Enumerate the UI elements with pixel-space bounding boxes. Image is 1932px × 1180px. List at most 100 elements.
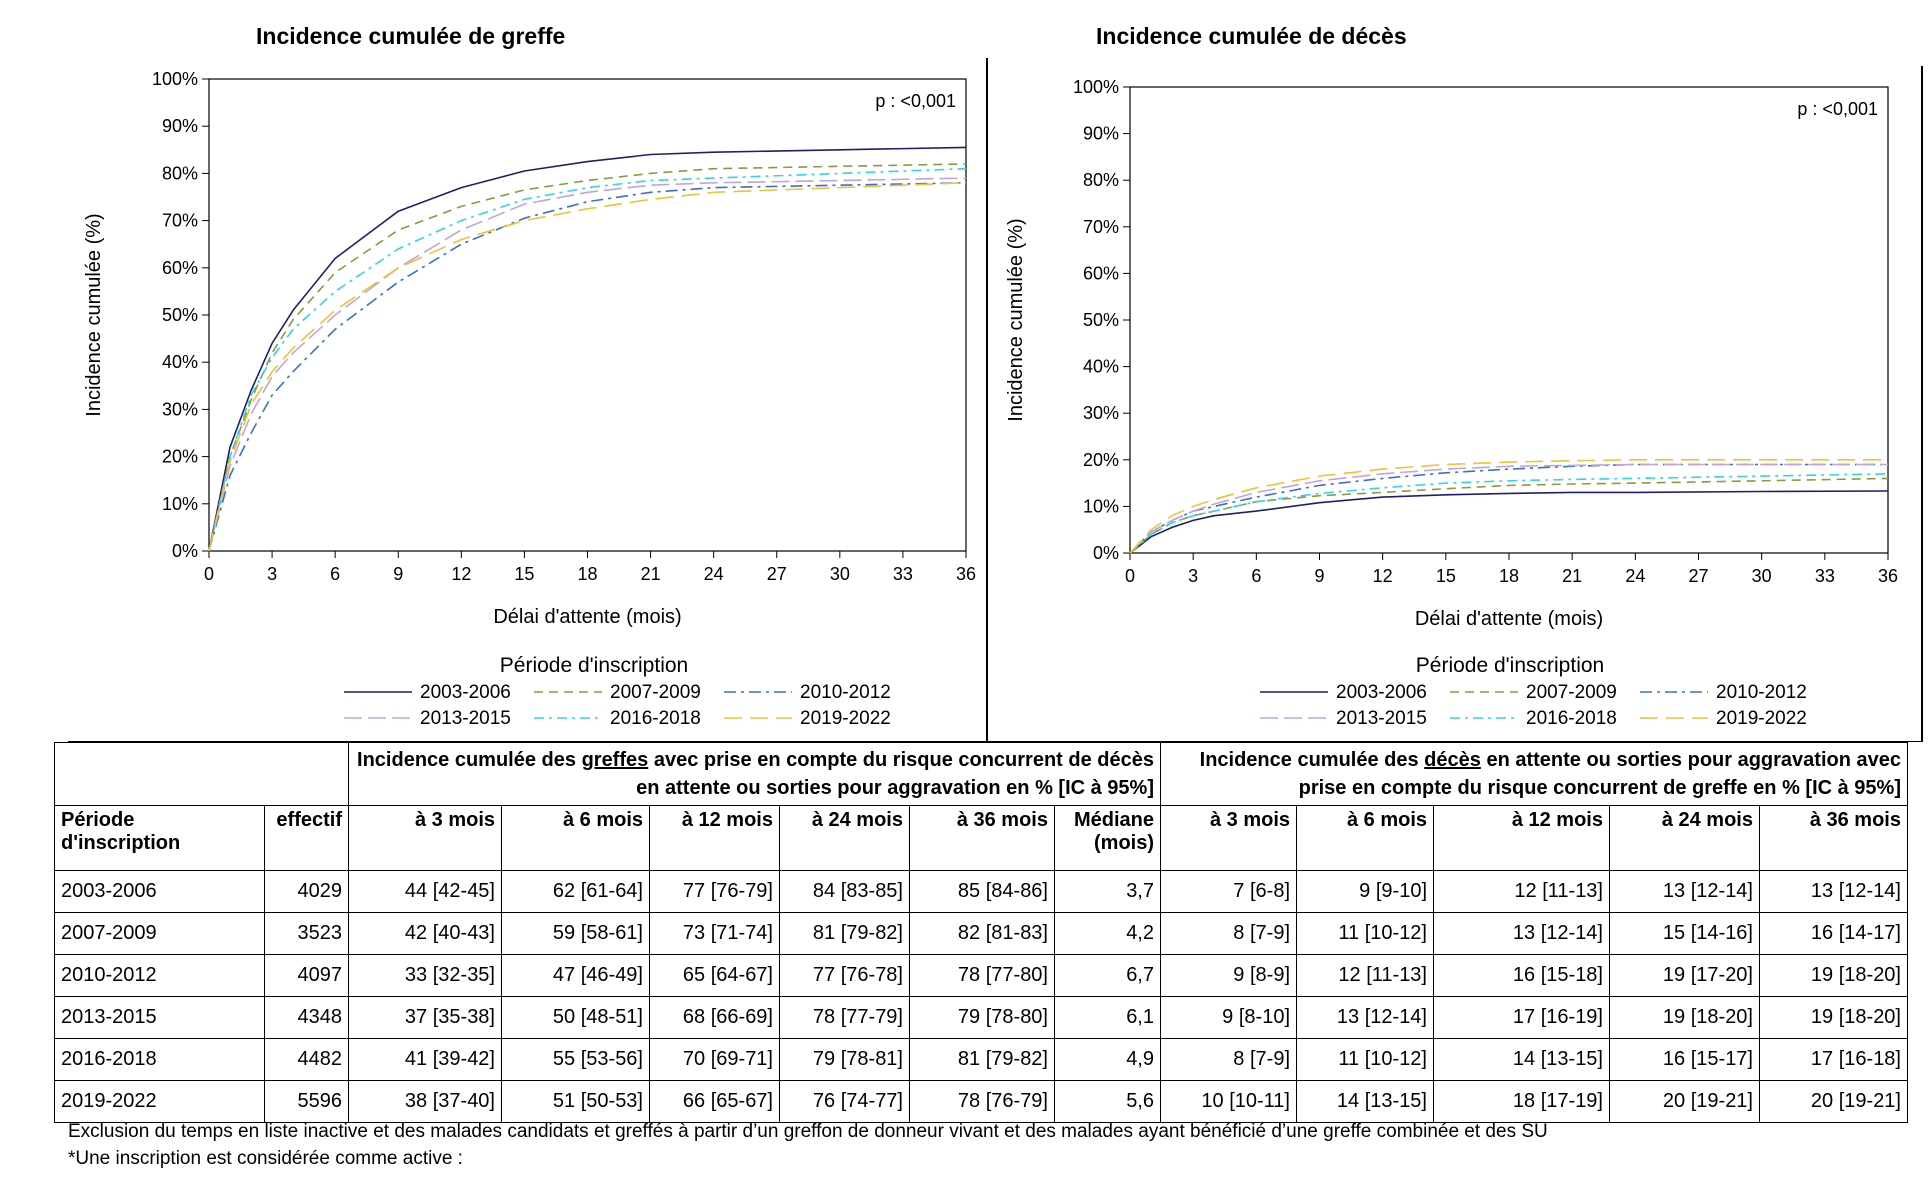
table-cell: 76 [74-77]: [779, 1080, 910, 1123]
legend-label: 2019-2022: [800, 708, 891, 729]
x-tick-label: 18: [1499, 566, 1519, 586]
series-line-2016-2018: [1129, 473, 1889, 554]
column-header: à 36 mois: [1759, 805, 1908, 871]
legend-label: 2016-2018: [1526, 708, 1617, 729]
table-cell: 4482: [264, 1038, 349, 1081]
x-tick-label: 24: [704, 564, 724, 584]
table-cell: 77 [76-79]: [649, 870, 780, 913]
panel-divider-bottom: [68, 741, 1922, 742]
table-cell: 12 [11-13]: [1433, 870, 1610, 913]
table-cell: 10 [10-11]: [1160, 1080, 1297, 1123]
table-cell: 4097: [264, 954, 349, 997]
table-cell: 14 [13-15]: [1433, 1038, 1610, 1081]
y-tick-label: 90%: [162, 116, 198, 136]
table-cell: 9 [8-9]: [1160, 954, 1297, 997]
legend-label: 2013-2015: [1336, 708, 1427, 729]
table-cell: 11 [10-12]: [1296, 1038, 1434, 1081]
group-header-greffes: Incidence cumulée des greffes avec prise…: [348, 742, 1161, 806]
x-tick-label: 21: [1562, 566, 1582, 586]
y-axis-label: Incidence cumulée (%): [83, 213, 105, 416]
column-header: Médiane (mois): [1054, 805, 1161, 871]
table-cell: 5596: [264, 1080, 349, 1123]
x-tick-label: 18: [577, 564, 597, 584]
table-cell: 18 [17-19]: [1433, 1080, 1610, 1123]
column-header: effectif: [264, 805, 349, 871]
table-cell: 6,1: [1054, 996, 1161, 1039]
y-tick-label: 50%: [1083, 310, 1119, 330]
column-header: à 3 mois: [348, 805, 502, 871]
series-line-2016-2018: [208, 167, 967, 552]
y-tick-label: 90%: [1083, 124, 1119, 144]
table-cell: 79 [78-80]: [909, 996, 1055, 1039]
series-line-2013-2015: [1129, 463, 1888, 554]
table-cell: 16 [14-17]: [1759, 912, 1908, 955]
table-cell: 13 [12-14]: [1609, 870, 1760, 913]
table-cell: 44 [42-45]: [348, 870, 502, 913]
table-cell: 59 [58-61]: [501, 912, 650, 955]
legend-entry: 2013-2015: [1260, 708, 1427, 729]
table-cell: 16 [15-17]: [1609, 1038, 1760, 1081]
legend-entry: 2003-2006: [1260, 682, 1427, 703]
table-cell: 19 [18-20]: [1609, 996, 1760, 1039]
legend-entry: 2016-2018: [534, 708, 701, 729]
table-group-header-row: Incidence cumulée des greffes avec prise…: [54, 742, 1908, 806]
table-cell: 37 [35-38]: [348, 996, 502, 1039]
x-axis-label: Délai d'attente (mois): [493, 606, 681, 628]
table-cell: 81 [79-82]: [779, 912, 910, 955]
x-tick-label: 21: [641, 564, 661, 584]
series-line-2007-2009: [1129, 477, 1889, 554]
footnote-exclusion: Exclusion du temps en liste inactive et …: [68, 1121, 1548, 1142]
table-cell: 9 [9-10]: [1296, 870, 1434, 913]
table-cell: 3,7: [1054, 870, 1161, 913]
p-value-label: p : <0,001: [875, 91, 956, 111]
table-cell: 20 [19-21]: [1609, 1080, 1760, 1123]
greffe-chart-panel: Incidence cumulée de greffe p : <0,001 0% 1…: [83, 23, 976, 729]
legend-entry: 2010-2012: [1640, 682, 1807, 703]
table-cell: 47 [46-49]: [501, 954, 650, 997]
x-tick-label: 12: [1373, 566, 1393, 586]
table-cell: 70 [69-71]: [649, 1038, 780, 1081]
y-tick-label: 70%: [1083, 217, 1119, 237]
table-cell: 14 [13-15]: [1296, 1080, 1434, 1123]
table-cell: 17 [16-19]: [1433, 996, 1610, 1039]
panel-divider-right: [1921, 66, 1923, 742]
table-cell: 3523: [264, 912, 349, 955]
y-tick-label: 100%: [1073, 77, 1119, 97]
x-tick-label: 33: [1815, 566, 1835, 586]
table-cell: 19 [18-20]: [1759, 996, 1908, 1039]
legend-entry: 2007-2009: [534, 682, 701, 703]
y-tick-label: 10%: [162, 494, 198, 514]
table-cell: 8 [7-9]: [1160, 1038, 1297, 1081]
series-line-2013-2015: [208, 177, 967, 552]
table-cell: 19 [17-20]: [1609, 954, 1760, 997]
table-cell: 16 [15-18]: [1433, 954, 1610, 997]
series-line-2003-2006: [208, 146, 967, 552]
y-tick-label: 60%: [1083, 263, 1119, 283]
x-tick-label: 15: [514, 564, 534, 584]
chart-title: Incidence cumulée de décès: [1096, 23, 1407, 49]
x-tick-label: 3: [1188, 566, 1198, 586]
x-tick-label: 9: [1314, 566, 1324, 586]
table-cell: 78 [76-79]: [909, 1080, 1055, 1123]
table-cell: 6,7: [1054, 954, 1161, 997]
legend-entry: 2013-2015: [344, 708, 511, 729]
table-cell: 50 [48-51]: [501, 996, 650, 1039]
table-cell: 7 [6-8]: [1160, 870, 1297, 913]
column-header: à 24 mois: [1609, 805, 1760, 871]
footnote-active: *Une inscription est considérée comme ac…: [68, 1148, 463, 1169]
x-tick-label: 33: [893, 564, 913, 584]
table-cell: 8 [7-9]: [1160, 912, 1297, 955]
row-period: 2016-2018: [54, 1038, 265, 1081]
table-cell: 20 [19-21]: [1759, 1080, 1908, 1123]
x-tick-label: 12: [451, 564, 471, 584]
table-cell: 79 [78-81]: [779, 1038, 910, 1081]
table-cell: 9 [8-10]: [1160, 996, 1297, 1039]
x-tick-label: 9: [393, 564, 403, 584]
table-cell: 38 [37-40]: [348, 1080, 502, 1123]
table-cell: 78 [77-80]: [909, 954, 1055, 997]
table-row: 2007-2009 3523 42 [40-43] 59 [58-61] 73 [71-…: [54, 912, 1908, 955]
table-cell: 84 [83-85]: [779, 870, 910, 913]
legend-label: 2003-2006: [420, 682, 511, 703]
row-period: 2007-2009: [54, 912, 265, 955]
column-header: à 12 mois: [1433, 805, 1610, 871]
